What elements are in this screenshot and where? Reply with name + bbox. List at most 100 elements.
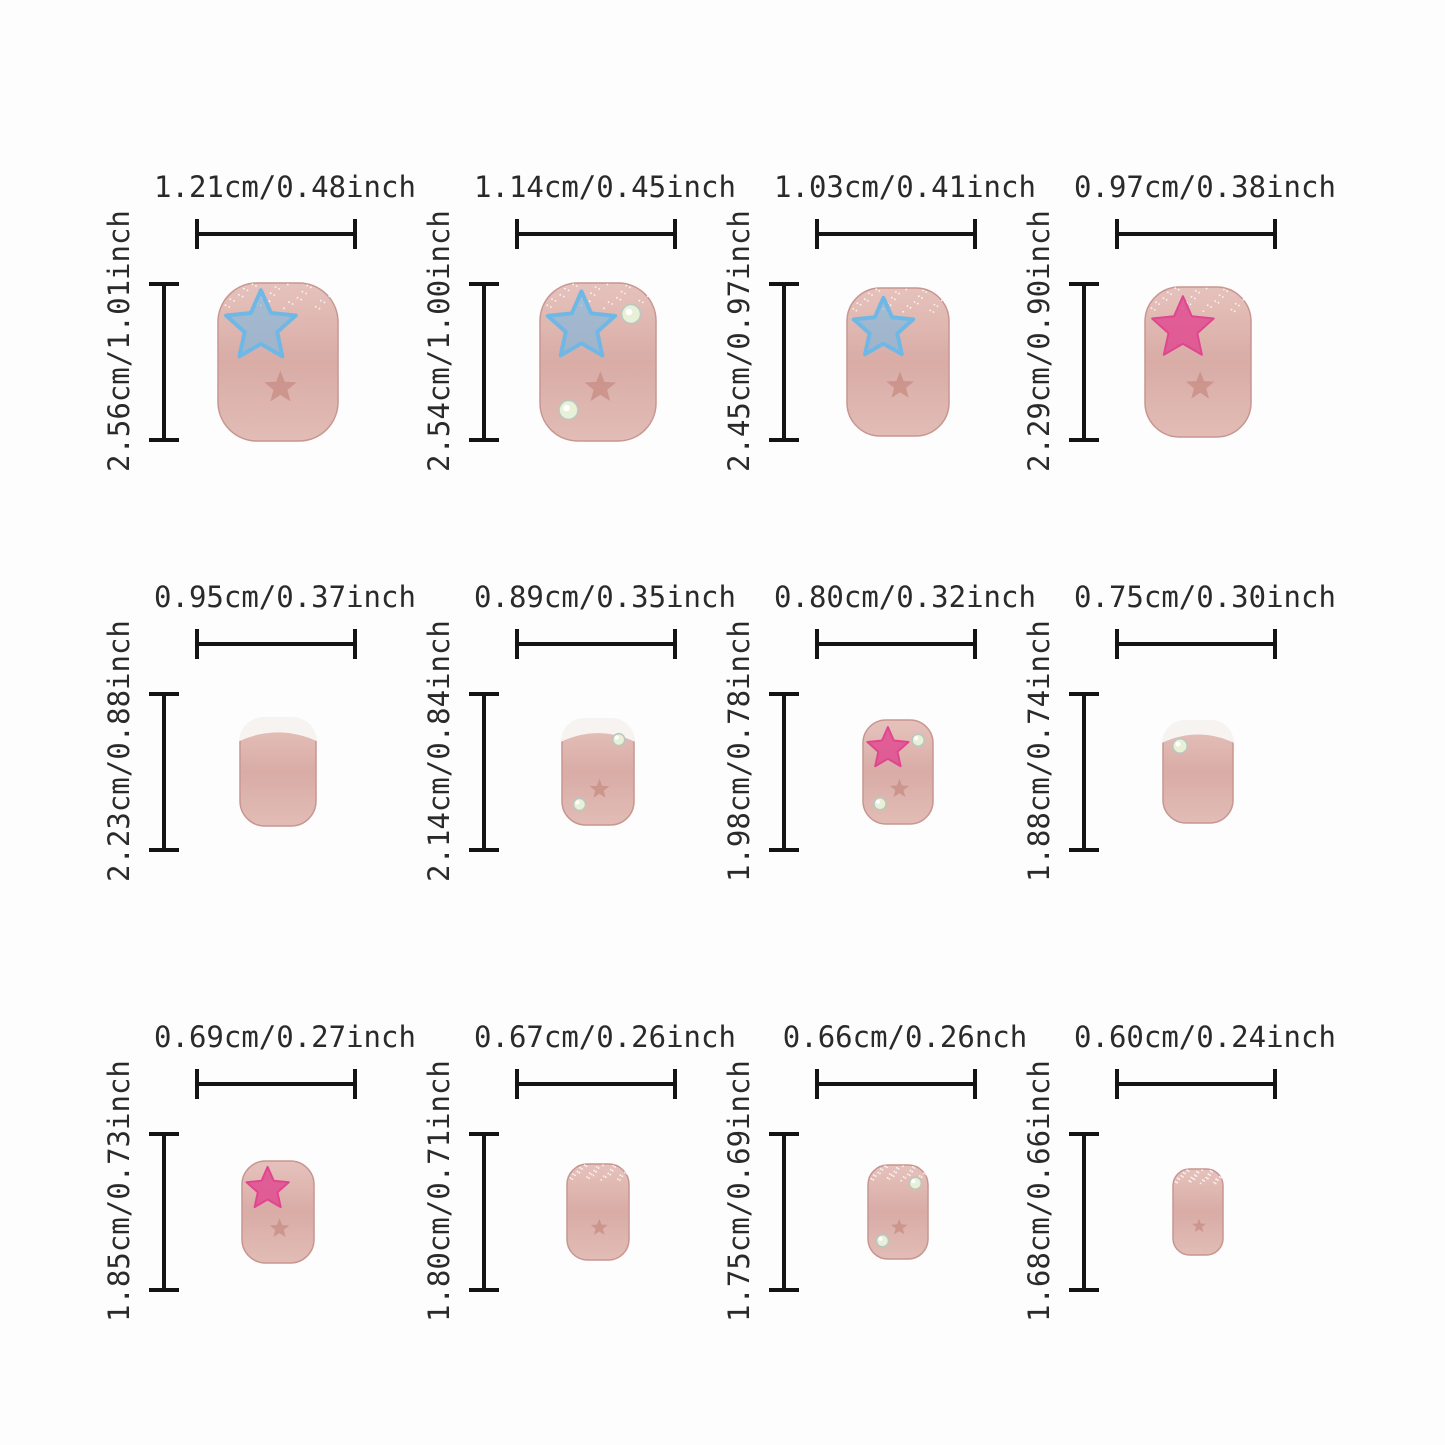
nail-size-item: 0.75cm/0.30inch 1.88cm/0.74inch xyxy=(1020,580,1336,910)
width-dimension-bar xyxy=(515,219,677,249)
length-label: 1.88cm/0.74inch xyxy=(1022,620,1056,882)
nail-illustration xyxy=(561,718,635,826)
nail-size-item: 1.21cm/0.48inch 2.56cm/1.01inch xyxy=(100,170,416,500)
small-star-decal xyxy=(886,371,914,398)
small-star-decal xyxy=(589,778,610,798)
width-label: 1.21cm/0.48inch xyxy=(154,170,416,204)
length-label: 2.14cm/0.84inch xyxy=(422,620,456,882)
width-dimension-bar xyxy=(195,1069,357,1099)
nail-size-item: 0.80cm/0.32inch 1.98cm/0.78inch xyxy=(720,580,1036,910)
length-label: 2.56cm/1.01inch xyxy=(102,210,136,472)
nail-body xyxy=(217,282,339,442)
nail-illustration xyxy=(867,1164,929,1260)
nail-size-item: 0.67cm/0.26inch 1.80cm/0.71inch xyxy=(420,1020,736,1350)
nail-body xyxy=(1172,1168,1224,1256)
rhinestone-gem xyxy=(572,797,587,812)
width-label: 1.14cm/0.45inch xyxy=(474,170,736,204)
width-label: 0.66cm/0.26nch xyxy=(782,1020,1028,1054)
width-label: 0.60cm/0.24inch xyxy=(1074,1020,1336,1054)
nail-size-item: 0.95cm/0.37inch 2.23cm/0.88inch xyxy=(100,580,416,910)
small-star-decal xyxy=(584,371,617,401)
length-dimension-bar xyxy=(469,1132,499,1292)
rhinestone-gem xyxy=(911,733,925,747)
width-dimension-bar xyxy=(1115,219,1277,249)
length-dimension-bar xyxy=(1069,282,1099,442)
small-star-decal xyxy=(269,1218,290,1237)
width-dimension-bar xyxy=(195,219,357,249)
nail-illustration xyxy=(1172,1168,1224,1256)
length-dimension-bar xyxy=(769,282,799,442)
length-label: 1.85cm/0.73inch xyxy=(102,1060,136,1322)
nail-size-item: 0.69cm/0.27inch 1.85cm/0.73inch xyxy=(100,1020,416,1350)
star-decal xyxy=(866,726,910,768)
length-dimension-bar xyxy=(149,1132,179,1292)
length-dimension-bar xyxy=(769,692,799,852)
star-decal xyxy=(224,288,298,359)
width-label: 0.75cm/0.30inch xyxy=(1074,580,1336,614)
nail-body xyxy=(241,1160,315,1264)
width-label: 0.97cm/0.38inch xyxy=(1074,170,1336,204)
length-label: 1.75cm/0.69inch xyxy=(722,1060,756,1322)
french-tip xyxy=(561,718,635,742)
nail-size-item: 0.66cm/0.26nch 1.75cm/0.69inch xyxy=(720,1020,1027,1350)
nail-size-item: 0.60cm/0.24inch 1.68cm/0.66inch xyxy=(1020,1020,1336,1350)
length-label: 2.45cm/0.97inch xyxy=(722,210,756,472)
length-label: 2.29cm/0.90inch xyxy=(1022,210,1056,472)
width-dimension-bar xyxy=(1115,1069,1277,1099)
width-label: 0.67cm/0.26inch xyxy=(474,1020,736,1054)
rhinestone-gem xyxy=(908,1176,923,1190)
nail-illustration xyxy=(566,1163,630,1261)
width-label: 0.80cm/0.32inch xyxy=(774,580,1036,614)
star-decal xyxy=(545,289,618,358)
nail-illustration xyxy=(846,287,950,437)
nail-illustration xyxy=(241,1160,315,1264)
nail-body xyxy=(1144,286,1252,438)
small-star-decal xyxy=(264,370,297,402)
length-label: 2.23cm/0.88inch xyxy=(102,620,136,882)
nail-body xyxy=(846,287,950,437)
length-dimension-bar xyxy=(1069,1132,1099,1292)
rhinestone-gem xyxy=(873,797,887,811)
width-dimension-bar xyxy=(515,629,677,659)
width-dimension-bar xyxy=(515,1069,677,1099)
length-label: 2.54cm/1.00inch xyxy=(422,210,456,472)
length-dimension-bar xyxy=(469,692,499,852)
nail-illustration xyxy=(1162,720,1234,824)
nail-size-item: 0.89cm/0.35inch 2.14cm/0.84inch xyxy=(420,580,736,910)
rhinestone-gem xyxy=(1172,738,1188,754)
star-decal xyxy=(851,295,916,357)
small-star-decal xyxy=(1185,371,1215,399)
length-dimension-bar xyxy=(149,282,179,442)
length-label: 1.98cm/0.78inch xyxy=(722,620,756,882)
nail-size-item: 0.97cm/0.38inch 2.29cm/0.90inch xyxy=(1020,170,1336,500)
nail-illustration xyxy=(539,282,657,442)
rhinestone-gem xyxy=(875,1234,890,1248)
width-label: 0.89cm/0.35inch xyxy=(474,580,736,614)
nail-size-item: 1.03cm/0.41inch 2.45cm/0.97inch xyxy=(720,170,1036,500)
star-decal xyxy=(245,1165,290,1209)
length-label: 1.80cm/0.71inch xyxy=(422,1060,456,1322)
width-dimension-bar xyxy=(815,629,977,659)
small-star-decal xyxy=(891,1218,908,1235)
width-label: 0.69cm/0.27inch xyxy=(154,1020,416,1054)
width-dimension-bar xyxy=(195,629,357,659)
length-label: 1.68cm/0.66inch xyxy=(1022,1060,1056,1322)
length-dimension-bar xyxy=(469,282,499,442)
nail-illustration xyxy=(862,719,934,825)
length-dimension-bar xyxy=(149,692,179,852)
width-label: 0.95cm/0.37inch xyxy=(154,580,416,614)
french-tip xyxy=(1162,720,1234,743)
nail-illustration xyxy=(217,282,339,442)
width-dimension-bar xyxy=(815,219,977,249)
nail-body xyxy=(539,282,657,442)
width-dimension-bar xyxy=(1115,629,1277,659)
star-decal xyxy=(1151,295,1215,356)
rhinestone-gem xyxy=(611,732,626,747)
french-tip xyxy=(239,717,317,742)
width-dimension-bar xyxy=(815,1069,977,1099)
small-star-decal xyxy=(590,1218,608,1235)
small-star-decal xyxy=(889,778,909,798)
nail-illustration xyxy=(1144,286,1252,438)
nail-illustration xyxy=(239,717,317,827)
